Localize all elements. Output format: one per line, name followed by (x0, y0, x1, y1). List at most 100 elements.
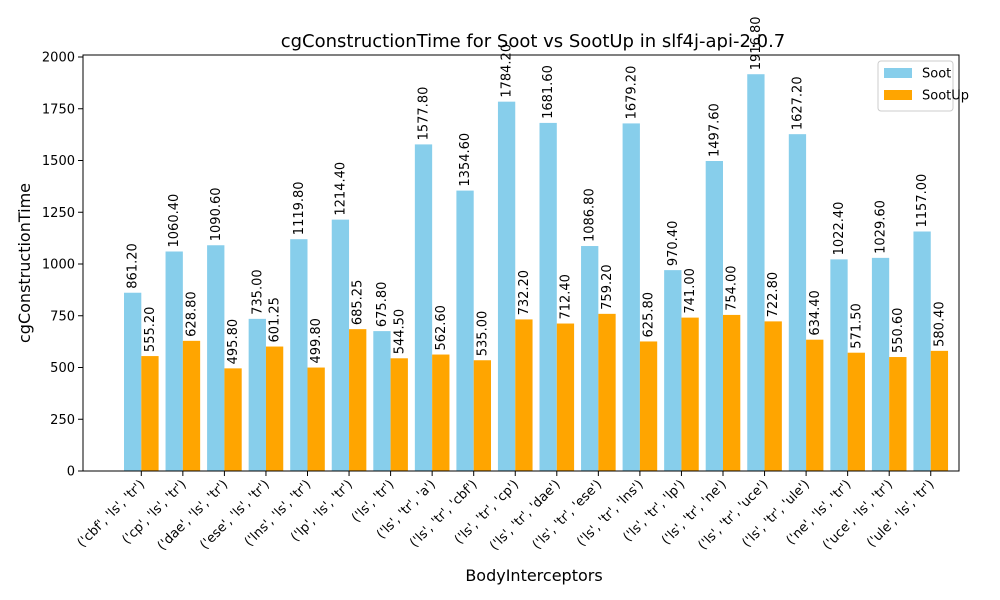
data-label-sootup-11: 759.20 (600, 264, 615, 310)
data-label-sootup-2: 495.80 (226, 319, 241, 365)
y-tick-label-7: 1750 (42, 102, 75, 117)
bar-soot-1 (165, 251, 183, 471)
bar-soot-16 (788, 134, 807, 472)
bars-group (124, 74, 949, 472)
bar-soot-4 (290, 239, 308, 471)
bar-soot-12 (622, 123, 640, 471)
bar-sootup-4 (307, 367, 325, 471)
data-label-soot-13: 970.40 (666, 221, 681, 267)
y-tick-label-2: 500 (50, 361, 75, 376)
y-tick-label-3: 750 (50, 309, 75, 324)
data-label-soot-4: 1119.80 (292, 181, 307, 235)
bar-soot-10 (539, 122, 557, 471)
bar-sootup-9 (515, 319, 533, 471)
data-label-sootup-12: 625.80 (642, 292, 657, 338)
bar-sootup-11 (598, 313, 616, 471)
data-label-soot-12: 1679.20 (624, 66, 639, 120)
data-label-soot-17: 1022.40 (832, 202, 847, 256)
x-axis: ('cbf', 'ls', 'tr')('cp', 'ls', 'tr')('d… (75, 471, 938, 554)
data-label-soot-16: 1627.20 (790, 76, 805, 130)
y-tick-label-4: 1000 (42, 258, 75, 273)
bar-soot-3 (248, 318, 266, 471)
data-label-sootup-1: 628.80 (185, 291, 200, 337)
data-label-sootup-8: 535.00 (475, 311, 490, 357)
bar-sootup-12 (639, 341, 658, 471)
data-label-soot-9: 1784.20 (500, 44, 515, 98)
data-label-sootup-16: 634.40 (808, 290, 823, 336)
bar-sootup-17 (847, 352, 865, 471)
data-label-soot-15: 1916.80 (749, 16, 764, 70)
bar-sootup-5 (349, 329, 367, 471)
bar-sootup-18 (889, 357, 907, 471)
bar-soot-9 (497, 101, 516, 472)
data-label-soot-11: 1086.80 (583, 188, 598, 242)
bar-sootup-15 (764, 321, 782, 471)
data-label-sootup-6: 544.50 (392, 309, 407, 355)
data-label-sootup-4: 499.80 (309, 318, 324, 364)
data-label-soot-19: 1157.00 (915, 174, 930, 228)
bar-soot-2 (207, 245, 225, 471)
bar-soot-11 (581, 246, 599, 471)
y-axis: 0 250 500 750 1000 1250 1500 1750 2000 (42, 51, 83, 480)
bar-soot-14 (705, 161, 723, 471)
data-label-soot-14: 1497.60 (707, 103, 722, 157)
bar-sootup-14 (723, 314, 741, 471)
bar-soot-8 (456, 190, 474, 471)
data-label-sootup-3: 601.25 (268, 297, 283, 343)
bar-sootup-13 (681, 317, 699, 471)
x-axis-label: BodyInterceptors (465, 566, 602, 585)
data-label-soot-6: 675.80 (375, 282, 390, 328)
data-label-sootup-13: 741.00 (683, 268, 698, 314)
data-label-sootup-10: 712.40 (558, 274, 573, 320)
y-tick-label-5: 1250 (42, 206, 75, 221)
bar-soot-17 (830, 259, 848, 471)
legend-label-soot: Soot (922, 67, 951, 82)
bar-sootup-0 (141, 356, 159, 471)
bar-sootup-10 (556, 323, 575, 471)
bar-soot-0 (124, 292, 142, 471)
bar-soot-5 (331, 219, 350, 471)
bar-soot-18 (871, 257, 890, 471)
data-label-sootup-14: 754.00 (725, 265, 740, 311)
bar-soot-13 (664, 270, 682, 471)
data-label-sootup-7: 562.60 (434, 305, 449, 351)
bar-sootup-1 (182, 340, 201, 471)
data-label-sootup-19: 580.40 (932, 301, 947, 347)
data-labels-group: 861.20 1060.40 1090.60 735.00 1119.80 1214.40… (126, 16, 948, 364)
bar-soot-15 (747, 74, 765, 471)
legend-label-sootup: SootUp (922, 89, 969, 104)
y-tick-label-8: 2000 (42, 51, 75, 66)
data-label-soot-18: 1029.60 (874, 200, 889, 254)
bar-soot-19 (913, 231, 931, 471)
chart-title: cgConstructionTime for Soot vs SootUp in… (281, 31, 786, 52)
bar-sootup-6 (390, 358, 408, 471)
bar-sootup-2 (224, 368, 242, 471)
data-label-sootup-9: 732.20 (517, 270, 532, 316)
legend-swatch-sootup (884, 90, 912, 100)
data-label-sootup-15: 722.80 (766, 272, 781, 318)
data-label-soot-10: 1681.60 (541, 65, 556, 119)
data-label-soot-7: 1577.80 (417, 87, 432, 141)
data-label-sootup-18: 550.60 (891, 308, 906, 354)
data-label-soot-5: 1214.40 (333, 162, 348, 216)
data-label-soot-2: 1090.60 (209, 187, 224, 241)
bar-sootup-7 (432, 354, 450, 471)
bar-soot-6 (373, 331, 391, 471)
bar-soot-7 (414, 144, 433, 471)
legend-swatch-soot (884, 68, 912, 78)
data-label-soot-3: 735.00 (250, 269, 265, 315)
bar-sootup-16 (806, 339, 824, 471)
data-label-sootup-0: 555.20 (143, 307, 158, 353)
bar-sootup-3 (265, 346, 284, 471)
legend: Soot SootUp (877, 60, 969, 112)
data-label-soot-8: 1354.60 (458, 133, 473, 187)
y-tick-label-1: 250 (50, 413, 75, 428)
y-axis-label: cgConstructionTime (15, 183, 34, 343)
data-label-sootup-5: 685.25 (351, 280, 366, 326)
data-label-soot-0: 861.20 (126, 243, 141, 289)
data-label-sootup-17: 571.50 (849, 303, 864, 349)
bar-sootup-8 (473, 360, 491, 471)
bar-sootup-19 (930, 350, 949, 471)
plot-frame (82, 54, 960, 472)
